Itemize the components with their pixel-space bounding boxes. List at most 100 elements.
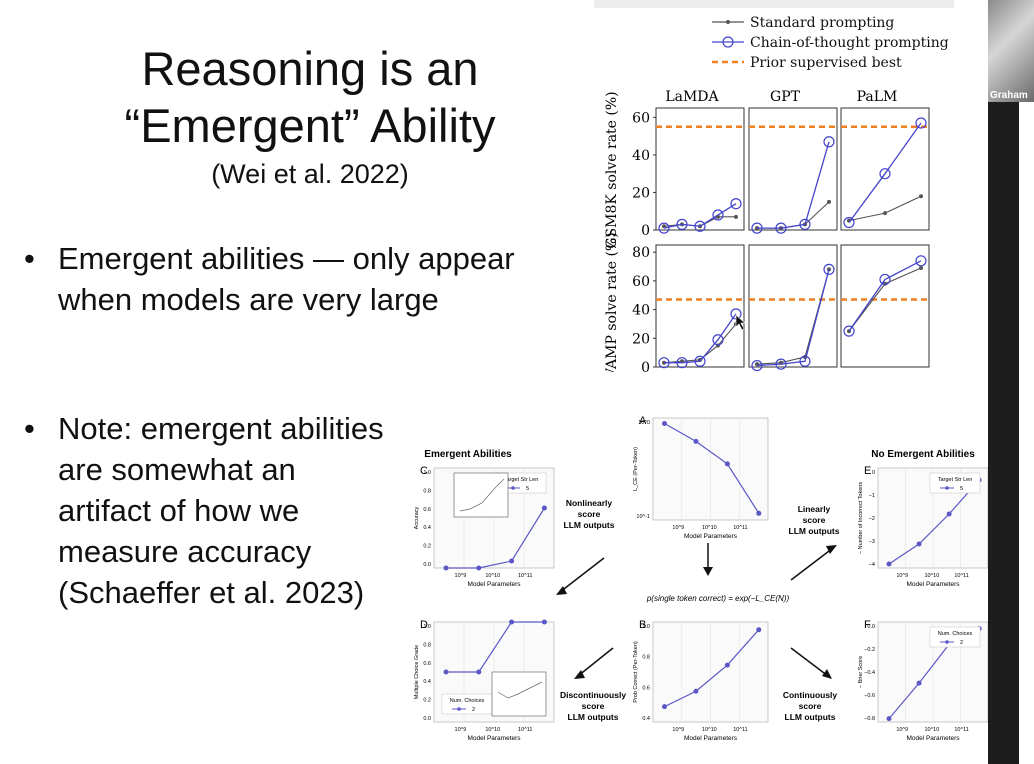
cot-point	[775, 222, 787, 234]
metric-artifact-figure: Emergent Abilities No Emergent Abilities…	[414, 415, 988, 740]
bullet-marker: •	[24, 241, 35, 276]
panel-xlabel: Model Parameters	[684, 533, 738, 540]
cot-point	[676, 218, 688, 230]
arrow-label-line: LLM outputs	[785, 712, 836, 722]
panel-letter: C	[420, 465, 428, 477]
y-tick-label: 0.6	[423, 661, 431, 667]
legend-box	[929, 626, 981, 648]
x-tick-label: 10^9	[672, 525, 684, 531]
y-tick-label: −0.6	[864, 693, 875, 699]
y-tick-label: 1.0	[423, 624, 431, 630]
y-tick-label: 80	[632, 245, 650, 261]
cot-scaling-chart: Standard prompting Chain-of-thought prom…	[594, 0, 954, 372]
series-line	[664, 629, 760, 708]
panel-letter: D	[420, 619, 428, 631]
inset-series-line	[459, 478, 505, 512]
y-tick-label: −4	[869, 562, 875, 568]
arrow-head	[703, 567, 713, 576]
data-point	[916, 680, 922, 686]
slide-title: Reasoning is an “Emergent” Ability (Wei …	[70, 40, 550, 192]
no-emergent-abilities-title: No Emergent Abilities	[871, 449, 975, 460]
y-tick-label: 0.2	[423, 698, 431, 704]
legend-value: 5	[960, 486, 963, 492]
legend-cot-marker	[722, 36, 734, 48]
bullet-text: Emergent abilities — only appear when mo…	[58, 241, 515, 317]
y-tick-label: 0.0	[423, 562, 431, 568]
data-point	[443, 565, 449, 571]
sidebar-scroll-strip[interactable]	[1019, 102, 1034, 764]
legend-title: Num. Choices	[938, 631, 973, 637]
y-tick-label: 0	[641, 223, 650, 239]
y-tick-label: 60	[632, 110, 650, 126]
y-tick-label: 10^-1	[636, 514, 650, 520]
x-tick-label: 10^10	[702, 727, 717, 733]
legend-cot-label: Chain-of-thought prompting	[750, 35, 949, 51]
standard-point	[827, 199, 831, 204]
row-label-svamp: SVAMP solve rate (%)	[604, 232, 620, 372]
arrow-lower-right: Continuously score LLM outputs	[783, 647, 838, 722]
panel-ylabel: L_CE (Per-Token)	[633, 447, 639, 491]
cot-point	[879, 168, 891, 180]
y-tick-label: 60	[632, 274, 650, 290]
data-point	[693, 438, 699, 444]
x-tick-label: 10^9	[896, 573, 908, 579]
legend-value: 5	[526, 486, 529, 492]
panel-frame	[748, 107, 838, 231]
arrow-head	[826, 545, 837, 554]
data-point	[886, 716, 892, 722]
cot-point	[915, 117, 927, 129]
cot-series-line	[848, 260, 922, 332]
cot-point	[915, 255, 927, 267]
data-point	[756, 510, 762, 516]
data-point	[693, 688, 699, 694]
y-tick-label: 0.4	[642, 716, 650, 722]
legend-value: 2	[472, 707, 475, 713]
cot-point	[823, 136, 835, 148]
y-tick-label: 40	[632, 148, 650, 164]
cot-series-line	[664, 313, 737, 364]
cot-point	[799, 355, 811, 367]
cot-point	[843, 216, 855, 229]
legend-marker	[945, 640, 949, 644]
y-tick-label: −1	[869, 493, 875, 499]
panel-xlabel: Model Parameters	[906, 581, 960, 588]
arrow-line	[577, 647, 614, 677]
legend-standard-marker	[726, 20, 730, 24]
data-point	[476, 565, 482, 571]
arrow-down-center	[703, 543, 713, 576]
arrow-line	[790, 547, 834, 581]
legend-box	[929, 472, 981, 494]
figure-top-strip	[594, 0, 954, 8]
y-tick-label: 0.6	[423, 507, 431, 513]
panel-f: F − Brier Score Model Parameters 10^9 10^10 1…	[858, 619, 988, 740]
standard-series-line	[756, 269, 830, 365]
x-tick-label: 10^9	[896, 727, 908, 733]
arrow-label-line: score	[582, 701, 605, 711]
cot-point	[658, 222, 670, 234]
series-line	[446, 621, 545, 673]
inset-series-line	[497, 681, 543, 699]
y-tick-label: 1.0	[423, 470, 431, 476]
cot-series-line	[848, 122, 922, 223]
series-line	[446, 507, 545, 569]
panel-frame	[655, 244, 745, 368]
data-point	[724, 662, 730, 668]
mouse-cursor-icon	[735, 314, 746, 331]
data-point	[946, 511, 952, 517]
y-tick-label: 0.8	[423, 642, 431, 648]
standard-point	[883, 211, 887, 216]
y-tick-label: −2	[869, 516, 875, 522]
legend-title: Target Str Len	[938, 477, 973, 483]
arrow-label-line: Continuously	[783, 690, 838, 700]
data-point	[476, 669, 482, 675]
bullet-emergent-abilities: • Emergent abilities — only appear when …	[24, 238, 558, 320]
data-point	[662, 420, 667, 426]
x-tick-label: 10^9	[455, 573, 467, 579]
standard-point	[919, 194, 923, 199]
cot-point	[694, 355, 706, 367]
x-tick-label: 10^11	[733, 727, 747, 733]
cot-point	[712, 334, 724, 346]
participant-video-thumbnail[interactable]	[988, 0, 1034, 102]
